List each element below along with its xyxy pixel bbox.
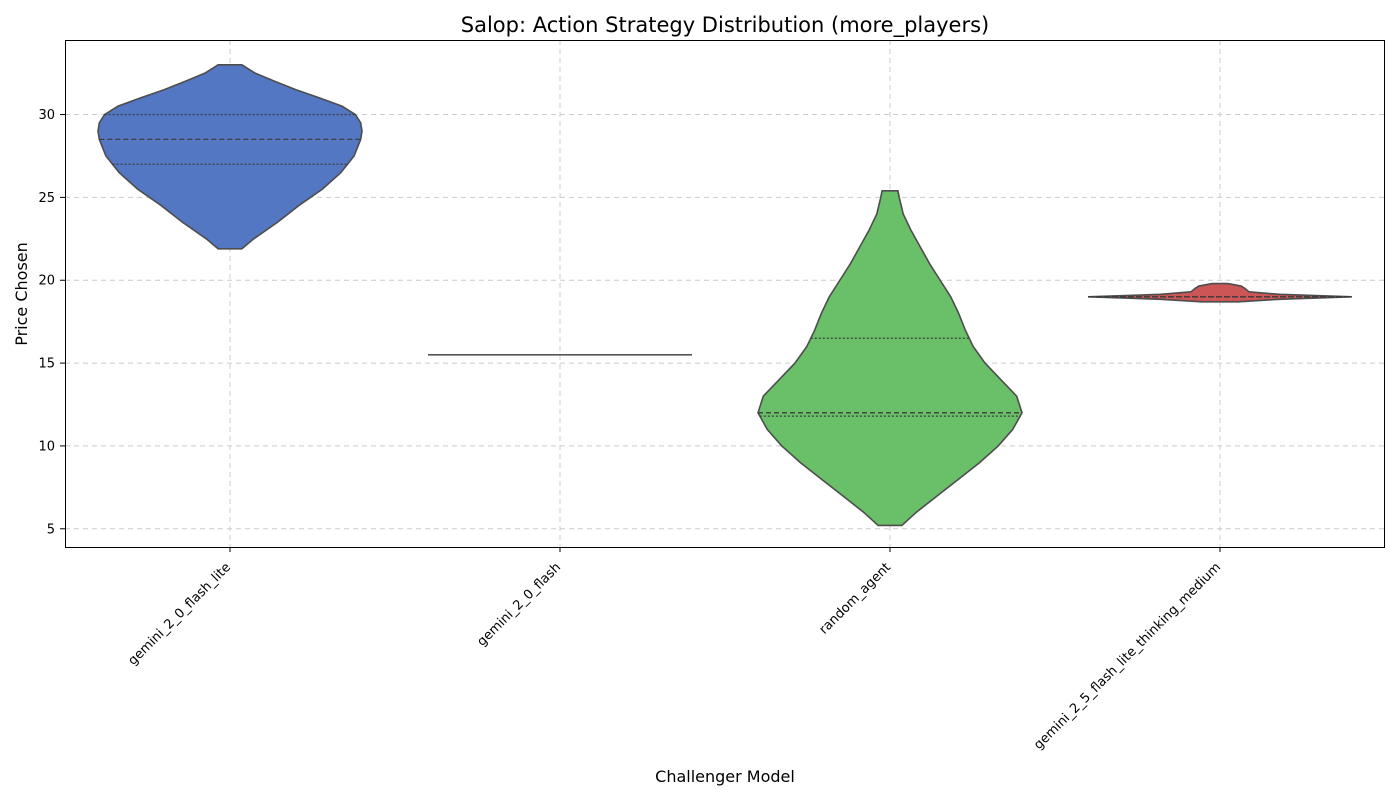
violin-body xyxy=(1087,282,1353,303)
x-tick-label: gemini_2_0_flash xyxy=(474,560,564,650)
x-axis-ticks: gemini_2_0_flash_lite gemini_2_0_flash ran… xyxy=(126,547,1224,753)
y-axis-label: Price Chosen xyxy=(12,242,31,346)
y-tick-label: 15 xyxy=(38,357,55,372)
x-tick-label: random_agent xyxy=(817,560,894,637)
y-tick-label: 20 xyxy=(38,274,55,289)
x-tick-label: gemini_2_0_flash_lite xyxy=(126,560,234,668)
y-tick-label: 30 xyxy=(38,108,55,123)
x-tick-label: gemini_2_5_flash_lite_thinking_medium xyxy=(1031,560,1224,753)
y-axis-ticks: 5 10 15 20 25 30 xyxy=(38,108,65,537)
violin-body xyxy=(97,64,363,250)
y-tick-label: 25 xyxy=(38,191,55,206)
plot-frame xyxy=(65,40,1385,548)
x-axis-label: Challenger Model xyxy=(655,767,795,786)
y-tick-label: 10 xyxy=(38,439,55,454)
violin-body xyxy=(757,189,1023,527)
chart-title: Salop: Action Strategy Distribution (mor… xyxy=(461,13,990,38)
violin-layer xyxy=(97,64,1353,527)
y-tick-label: 5 xyxy=(47,522,55,537)
